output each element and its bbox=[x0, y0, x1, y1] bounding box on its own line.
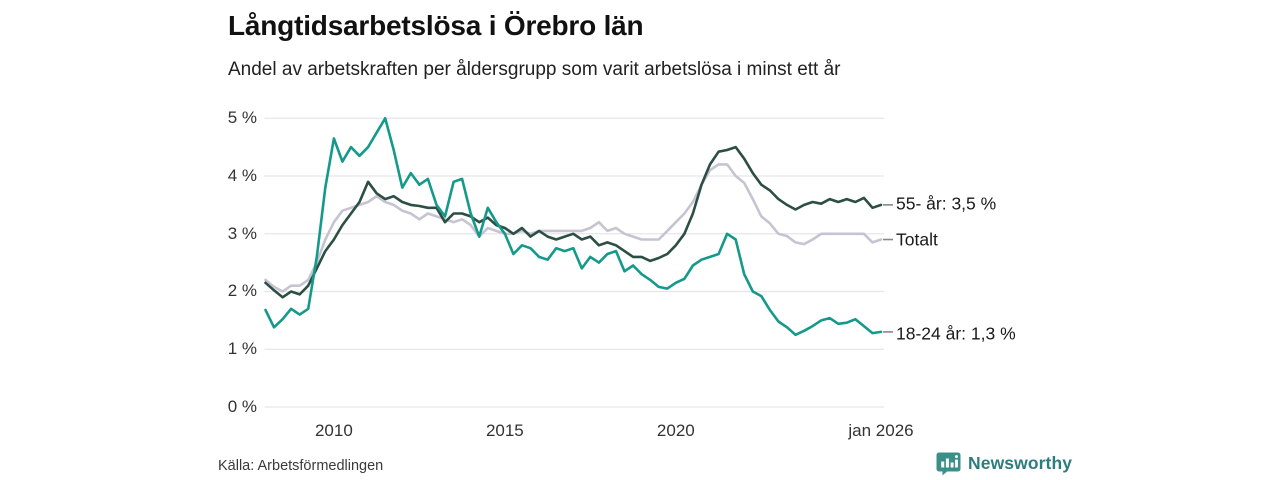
x-axis-tick-jan-2026: jan 2026 bbox=[848, 421, 914, 440]
chart-subtitle: Andel av arbetskraften per åldersgrupp s… bbox=[228, 59, 841, 80]
series-line-Totalt bbox=[264, 163, 883, 293]
series-line-55-år bbox=[264, 145, 883, 299]
series-label-total: Totalt bbox=[896, 229, 938, 250]
y-axis-tick-1: 1 % bbox=[227, 339, 257, 358]
newsworthy-logo: Newsworthy bbox=[936, 451, 1072, 476]
y-axis-tick-0: 0 % bbox=[227, 397, 257, 416]
series-line-18-24år bbox=[264, 117, 883, 337]
y-axis-tick-5: 5 % bbox=[227, 108, 257, 127]
page-title: Långtidsarbetslösa i Örebro län bbox=[228, 10, 644, 41]
x-axis-tick-2015: 2015 bbox=[485, 421, 524, 440]
y-axis-tick-3: 3 % bbox=[227, 224, 257, 243]
y-axis-tick-2: 2 % bbox=[227, 281, 257, 300]
newsworthy-wordmark: Newsworthy bbox=[968, 453, 1073, 473]
x-axis-tick-2020: 2020 bbox=[656, 421, 695, 440]
y-axis-tick-4: 4 % bbox=[227, 166, 257, 185]
newsworthy-bar-chart-icon bbox=[936, 452, 961, 476]
series-label-55-plus: 55- år: 3,5 % bbox=[896, 193, 997, 214]
source-credit: Källa: Arbetsförmedlingen bbox=[218, 458, 384, 474]
x-axis-tick-2010: 2010 bbox=[314, 421, 353, 440]
series-label-18-24: 18-24 år: 1,3 % bbox=[896, 323, 1016, 344]
